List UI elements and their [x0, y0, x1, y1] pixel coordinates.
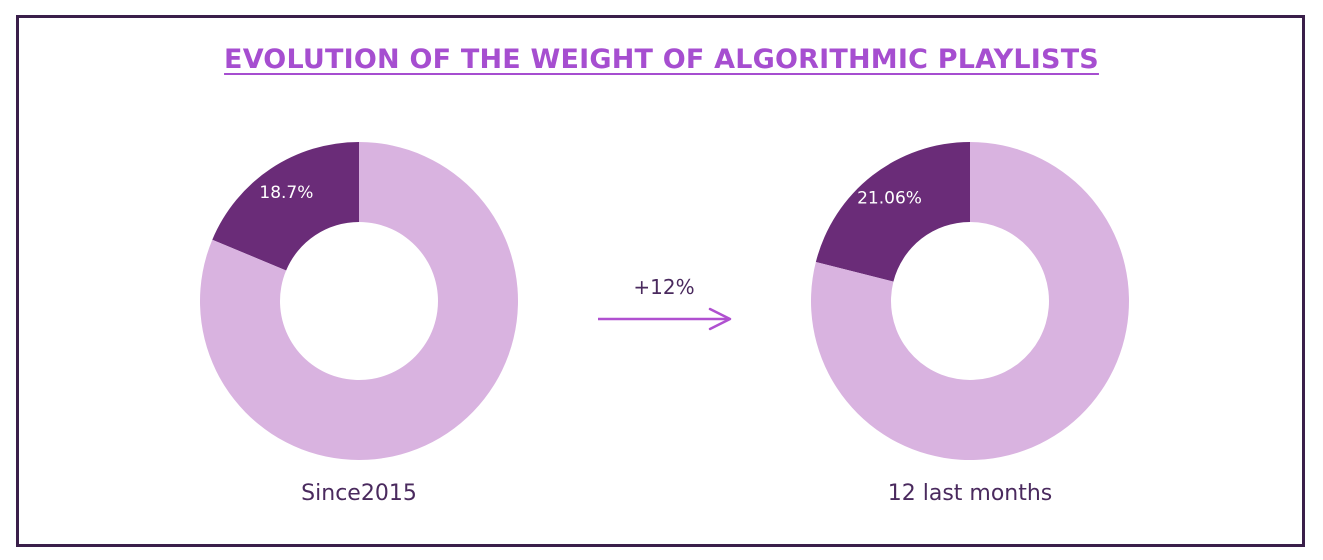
donut-caption-12-last-months: 12 last months — [887, 481, 1053, 506]
donut-0-slice-0 — [212, 142, 359, 271]
chart-title: EVOLUTION OF THE WEIGHT OF ALGORITHMIC P… — [224, 44, 1099, 75]
donut-0-slice-0-label: 18.7% — [259, 183, 313, 203]
donut-12-last-months: 21.06% — [811, 142, 1129, 460]
change-label: +12% — [633, 275, 695, 299]
donut-0-slice-1 — [200, 142, 518, 460]
donut-1-slice-1 — [811, 142, 1129, 460]
donut-caption-since2015: Since2015 — [301, 481, 417, 506]
donut-1-slice-0 — [815, 142, 970, 282]
arrow-icon — [598, 307, 732, 331]
donut-since2015: 18.7% — [200, 142, 518, 460]
donut-1-slice-0-label: 21.06% — [857, 189, 922, 209]
